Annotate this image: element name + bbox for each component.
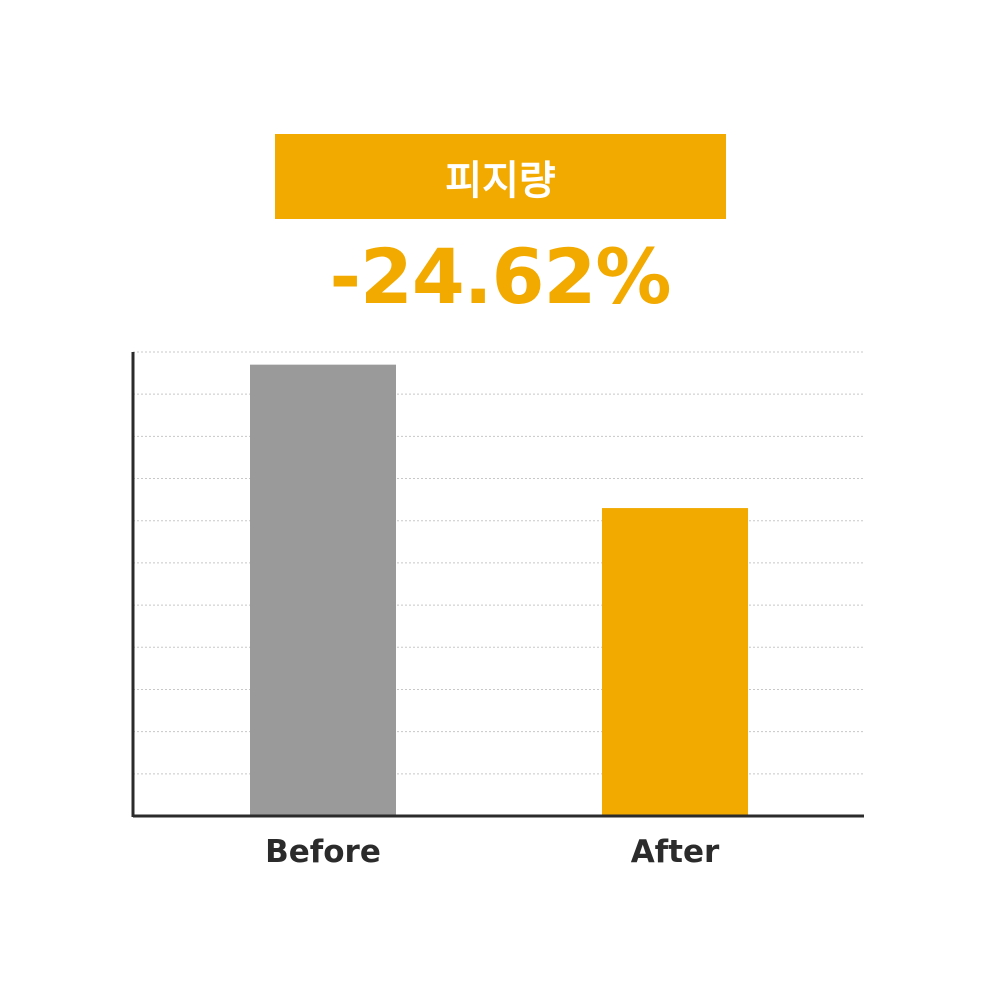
- x-tick-label: Before: [265, 834, 381, 870]
- chart-title: 피지량: [445, 157, 556, 204]
- bar-before: [250, 364, 396, 816]
- x-tick-label: After: [631, 834, 720, 870]
- chart-subtitle: -24.62%: [329, 232, 671, 321]
- chart-title-box: 피지량: [275, 134, 726, 219]
- bar-after: [602, 508, 748, 816]
